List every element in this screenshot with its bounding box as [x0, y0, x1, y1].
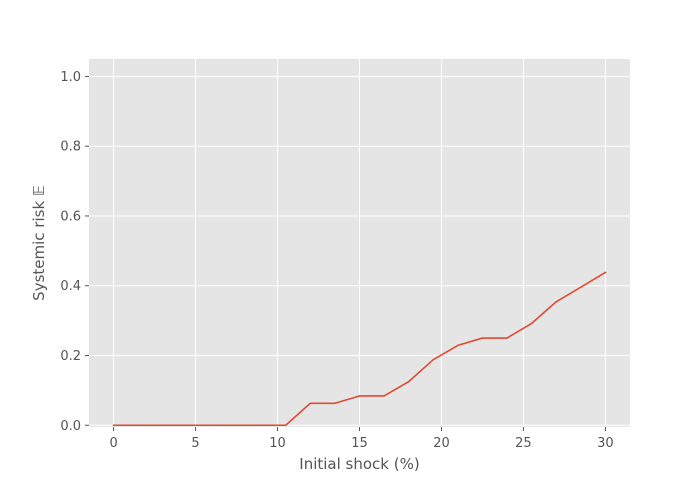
data-point: [358, 395, 361, 397]
data-point: [260, 424, 262, 427]
x-axis-label: Initial shock (%): [299, 455, 419, 473]
data-point: [457, 344, 459, 347]
data-point: [432, 358, 435, 361]
x-tick-label: 20: [433, 436, 450, 451]
y-axis-label: Systemic risk 𝔼: [30, 185, 48, 301]
data-point: [506, 337, 508, 339]
y-tick-label: 1.0: [60, 70, 81, 85]
y-tick-label: 0.6: [60, 209, 81, 224]
x-tick-label: 15: [351, 436, 368, 451]
x-tick-label: 0: [109, 436, 117, 451]
data-point: [284, 424, 287, 427]
data-point: [309, 402, 312, 405]
y-tick-label: 0.8: [60, 140, 81, 155]
data-point: [580, 286, 582, 288]
x-tick-label: 25: [515, 436, 532, 451]
y-tick-label: 0.4: [60, 279, 81, 294]
x-axis-ticks: 0 5 10 15 20 25 30: [109, 427, 614, 451]
data-point: [112, 424, 115, 427]
x-tick-label: 30: [597, 436, 614, 451]
data-point: [383, 395, 385, 397]
data-point: [407, 380, 410, 383]
series-group: [112, 271, 607, 427]
data-point: [334, 402, 336, 405]
data-point: [530, 322, 533, 325]
data-point: [137, 424, 139, 427]
x-tick-label: 10: [269, 436, 286, 451]
data-point: [211, 424, 213, 427]
data-point: [235, 424, 238, 427]
y-tick-label: 0.2: [60, 349, 81, 364]
x-tick-label: 5: [191, 436, 199, 451]
y-axis-ticks: 0.0 0.2 0.4 0.6 0.8 1.0: [60, 70, 89, 434]
data-point: [604, 271, 607, 274]
x-grid-lines: [113, 59, 606, 427]
data-point: [481, 337, 484, 339]
data-point: [161, 424, 164, 427]
data-point: [555, 300, 558, 303]
y-tick-label: 0.0: [60, 419, 81, 434]
data-point: [186, 424, 189, 427]
